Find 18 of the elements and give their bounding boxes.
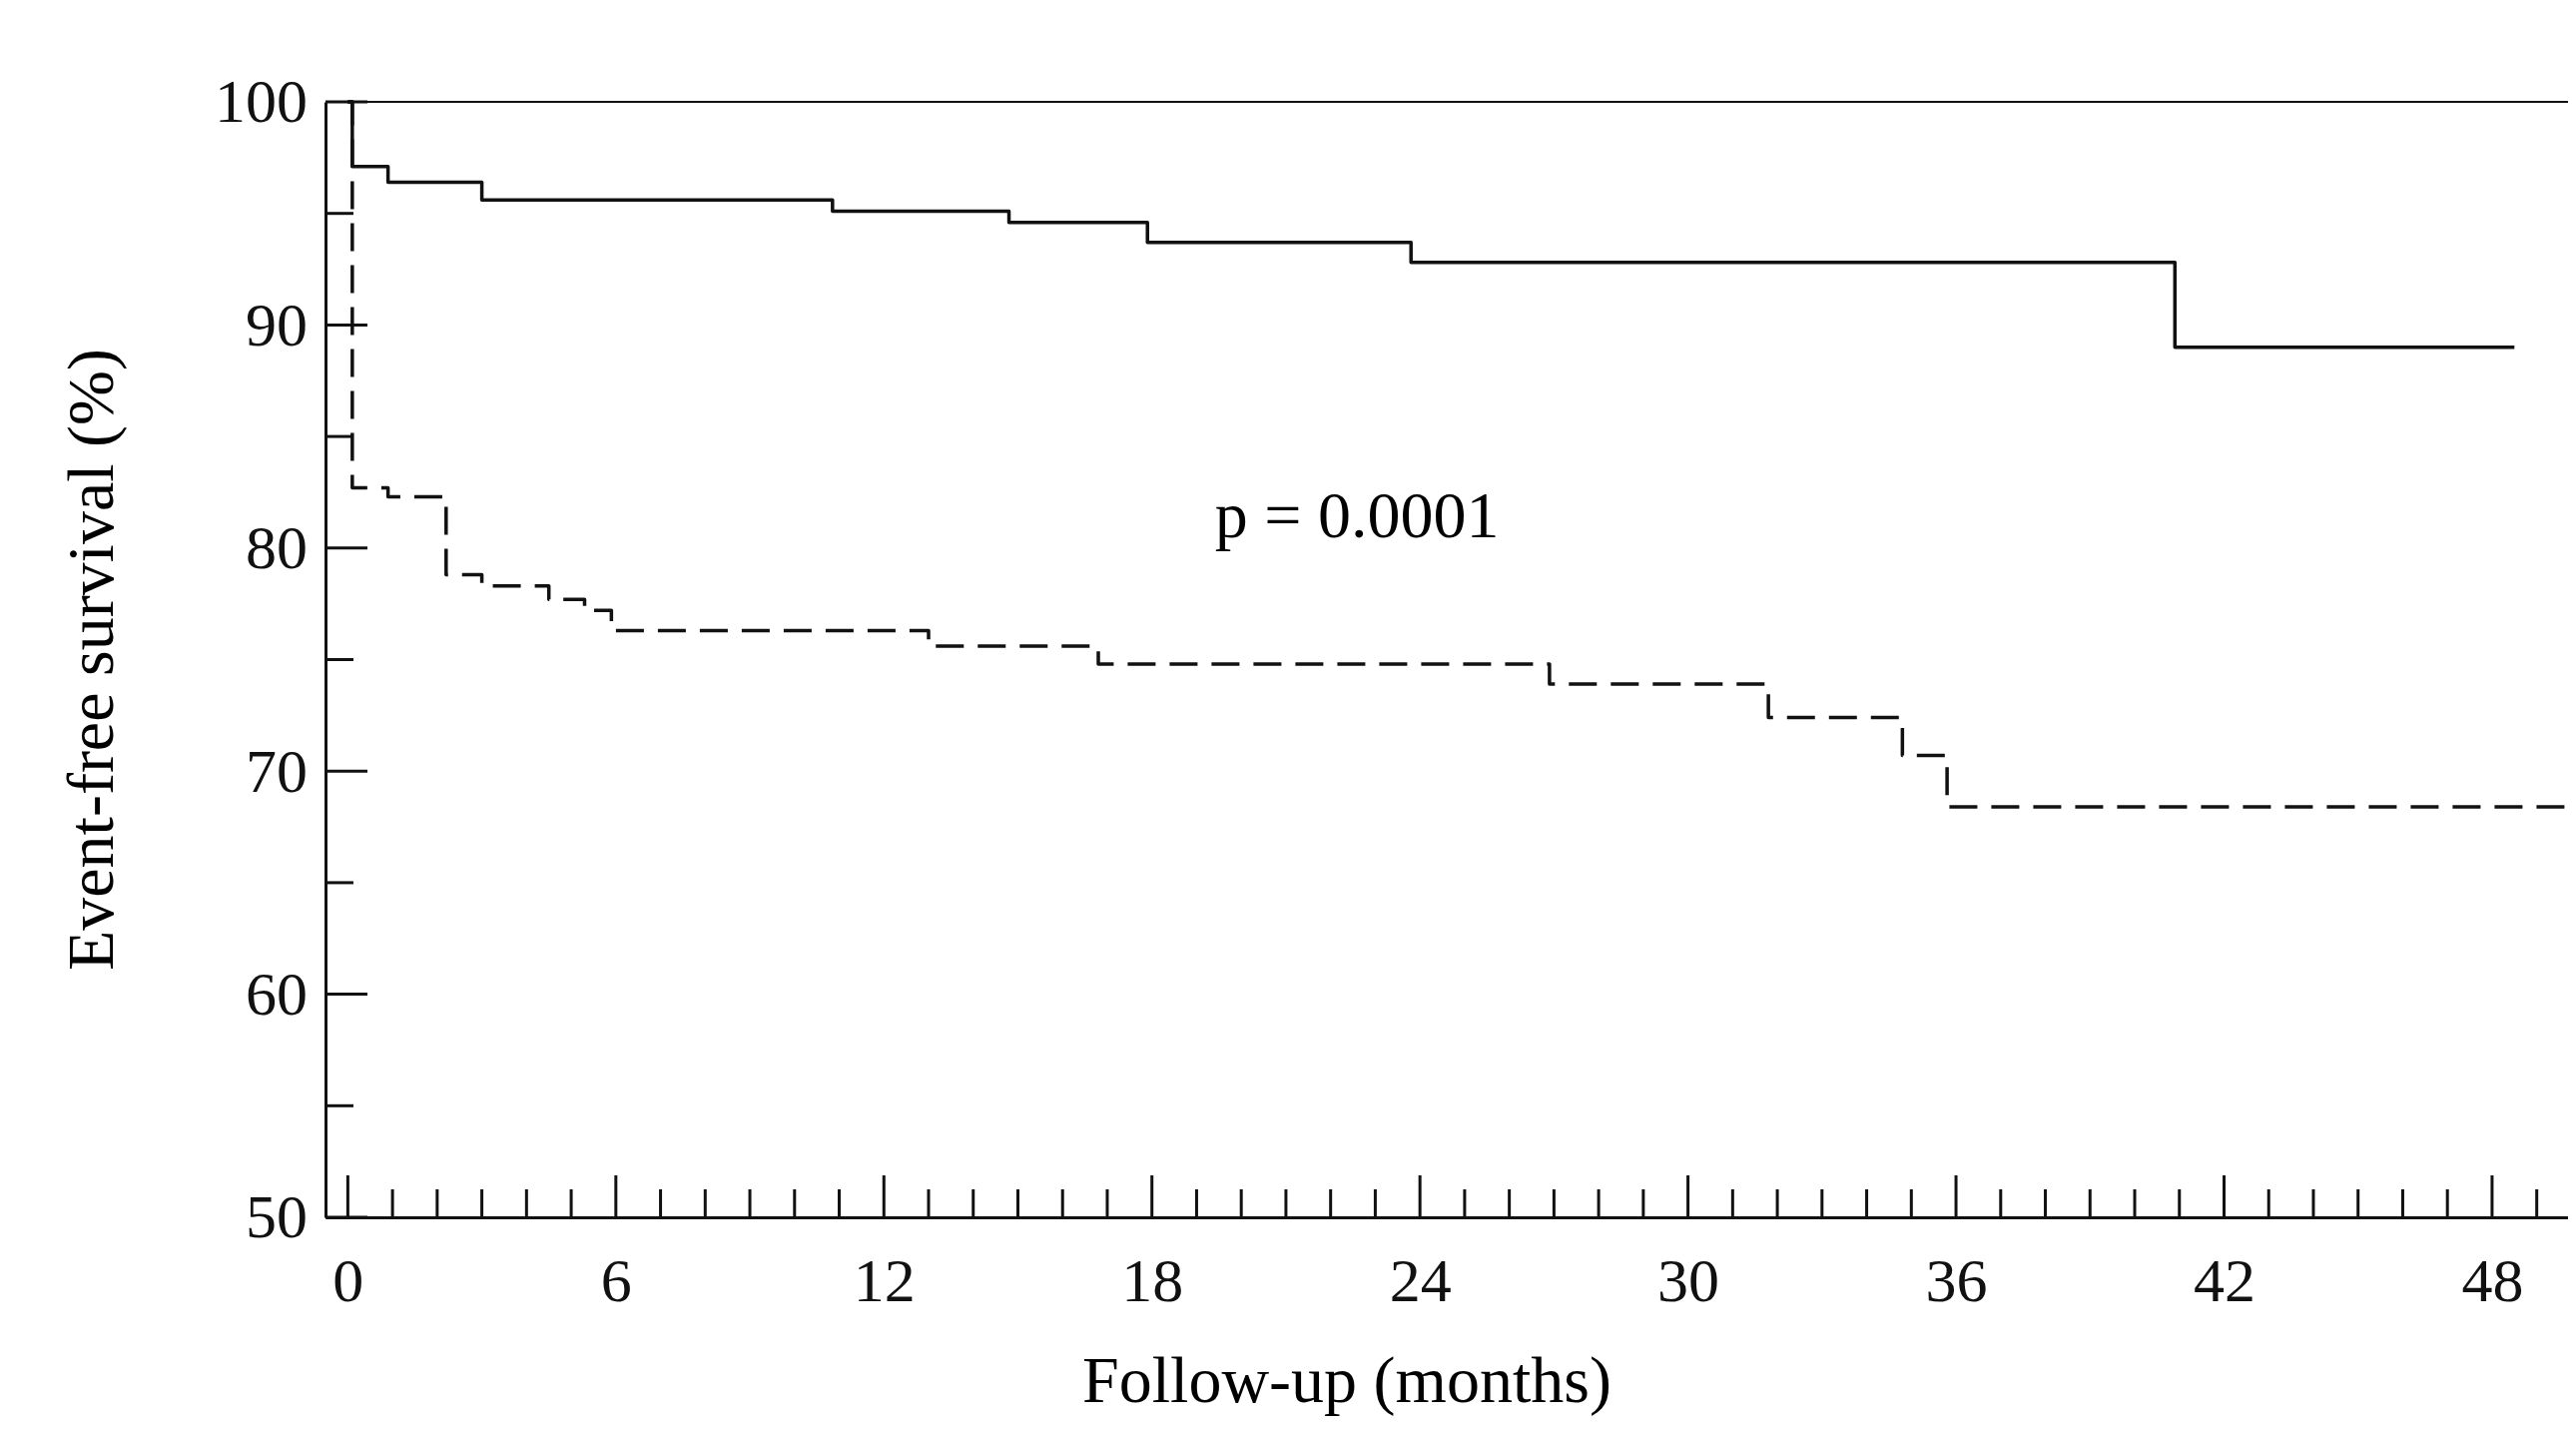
- x-tick-label: 12: [853, 1246, 916, 1315]
- y-tick-label: 80: [246, 513, 308, 582]
- x-tick-label: 18: [1121, 1246, 1184, 1315]
- y-tick-label: 50: [246, 1182, 308, 1251]
- x-tick-label: 42: [2193, 1246, 2255, 1315]
- y-axis-title: Event-free survival (%): [54, 348, 128, 972]
- annotation: p = 0.0001: [1214, 477, 1500, 551]
- x-tick-label: 6: [600, 1246, 632, 1315]
- x-tick-label: 30: [1657, 1246, 1720, 1315]
- y-tick-label: 60: [246, 959, 308, 1028]
- x-tick-label: 36: [1925, 1246, 1988, 1315]
- x-axis-title: Follow-up (months): [1082, 1343, 1611, 1417]
- y-tick-label: 90: [246, 290, 308, 358]
- y-tick-label: 100: [215, 67, 308, 136]
- x-tick-label: 48: [2461, 1246, 2524, 1315]
- x-tick-label: 0: [332, 1246, 364, 1315]
- y-tick-label: 70: [246, 736, 308, 805]
- x-tick-label: 24: [1389, 1246, 1452, 1315]
